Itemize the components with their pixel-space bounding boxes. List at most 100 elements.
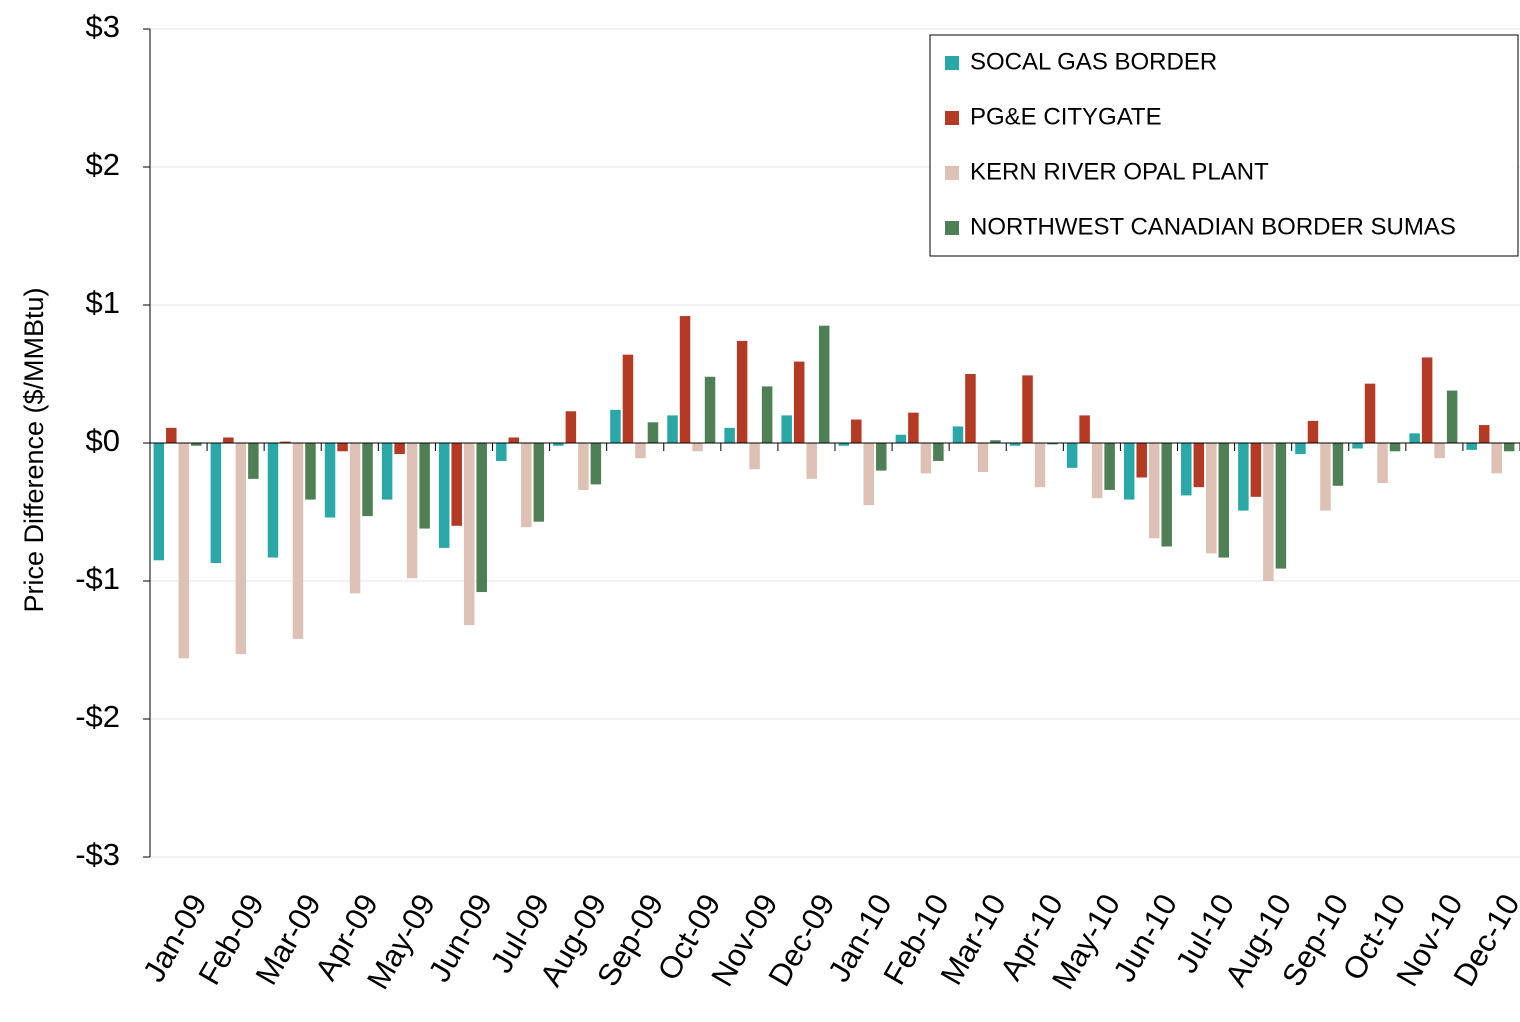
- y-tick-label: $1: [86, 285, 120, 320]
- y-tick-label: $3: [86, 9, 120, 44]
- bar: [210, 443, 222, 564]
- bar: [1047, 443, 1058, 445]
- bar: [292, 443, 304, 639]
- bar: [838, 443, 850, 446]
- legend-swatch: [945, 111, 959, 125]
- bar: [362, 443, 373, 517]
- bar: [1364, 383, 1376, 443]
- bar: [565, 411, 577, 443]
- legend-swatch: [945, 56, 959, 70]
- bar: [990, 440, 1001, 443]
- bar: [977, 443, 989, 472]
- y-tick-label: -$2: [75, 699, 120, 734]
- bar: [724, 427, 735, 443]
- legend-label: PG&E CITYGATE: [970, 103, 1162, 130]
- bar: [590, 443, 602, 485]
- bar: [1161, 443, 1172, 547]
- bar: [933, 443, 944, 461]
- bar: [305, 443, 316, 500]
- bar: [781, 415, 792, 443]
- bar: [667, 415, 678, 443]
- bar: [178, 443, 190, 659]
- bar: [793, 361, 805, 443]
- bar: [1034, 443, 1046, 488]
- legend-swatch: [945, 221, 959, 235]
- legend-label: KERN RIVER OPAL PLANT: [970, 158, 1269, 185]
- bar: [349, 443, 361, 594]
- bar: [496, 443, 507, 461]
- bar: [1009, 443, 1021, 446]
- legend-label: NORTHWEST CANADIAN BORDER SUMAS: [970, 213, 1456, 240]
- bar: [438, 443, 450, 548]
- bar: [1238, 443, 1249, 511]
- bar: [578, 443, 589, 490]
- bar: [761, 386, 773, 443]
- bar: [965, 374, 976, 443]
- bar: [1377, 443, 1388, 484]
- bar: [1193, 443, 1205, 488]
- bar: [324, 443, 336, 518]
- bar: [635, 443, 646, 459]
- bar: [647, 422, 659, 443]
- bar: [1123, 443, 1135, 500]
- legend-box: [929, 34, 1519, 257]
- bar: [1104, 443, 1115, 490]
- bar: [1066, 443, 1078, 468]
- bar: [1389, 443, 1401, 452]
- y-tick-label: -$1: [75, 561, 120, 596]
- legend-swatch: [945, 166, 959, 180]
- bar: [1295, 443, 1306, 455]
- bar: [1320, 443, 1331, 511]
- bar: [704, 376, 716, 443]
- bar: [1148, 443, 1160, 539]
- bar: [908, 412, 919, 443]
- bar: [235, 443, 247, 655]
- bar: [749, 443, 760, 470]
- bar: [1332, 443, 1344, 486]
- bar: [476, 443, 487, 593]
- bar: [622, 354, 634, 443]
- bar: [1275, 443, 1287, 569]
- y-axis-label: Price Difference ($/MMBtu): [19, 287, 49, 612]
- bar: [1352, 443, 1363, 449]
- bar: [153, 443, 165, 561]
- bar: [818, 325, 830, 443]
- bar: [248, 443, 259, 479]
- bar: [679, 316, 691, 443]
- bar: [463, 443, 475, 626]
- bar: [1136, 443, 1147, 478]
- bar: [1478, 425, 1490, 443]
- bar: [533, 443, 545, 522]
- bar: [1434, 443, 1445, 459]
- bar: [1206, 443, 1217, 554]
- bar: [166, 427, 177, 443]
- bar: [895, 434, 907, 443]
- bar: [692, 443, 703, 452]
- bar: [521, 443, 532, 528]
- bar: [610, 409, 621, 443]
- bar: [337, 443, 348, 452]
- bar: [553, 443, 564, 446]
- bar: [1250, 443, 1262, 497]
- bar: [1503, 443, 1515, 452]
- bar: [1421, 357, 1433, 443]
- bar: [1446, 390, 1458, 443]
- bar: [1409, 433, 1420, 443]
- bar: [419, 443, 430, 529]
- bar: [223, 437, 234, 443]
- bar: [1079, 415, 1090, 443]
- bar: [920, 443, 932, 474]
- bar: [381, 443, 393, 500]
- bar: [1491, 443, 1502, 474]
- bar: [1181, 443, 1192, 496]
- bar: [191, 443, 202, 446]
- y-tick-label: $2: [86, 147, 120, 182]
- bar: [406, 443, 418, 579]
- bar: [851, 419, 862, 443]
- bar: [394, 443, 405, 455]
- bar: [736, 340, 748, 443]
- bar: [267, 443, 279, 558]
- y-tick-label: $0: [86, 423, 120, 458]
- bar: [1091, 443, 1103, 499]
- bar: [451, 443, 462, 526]
